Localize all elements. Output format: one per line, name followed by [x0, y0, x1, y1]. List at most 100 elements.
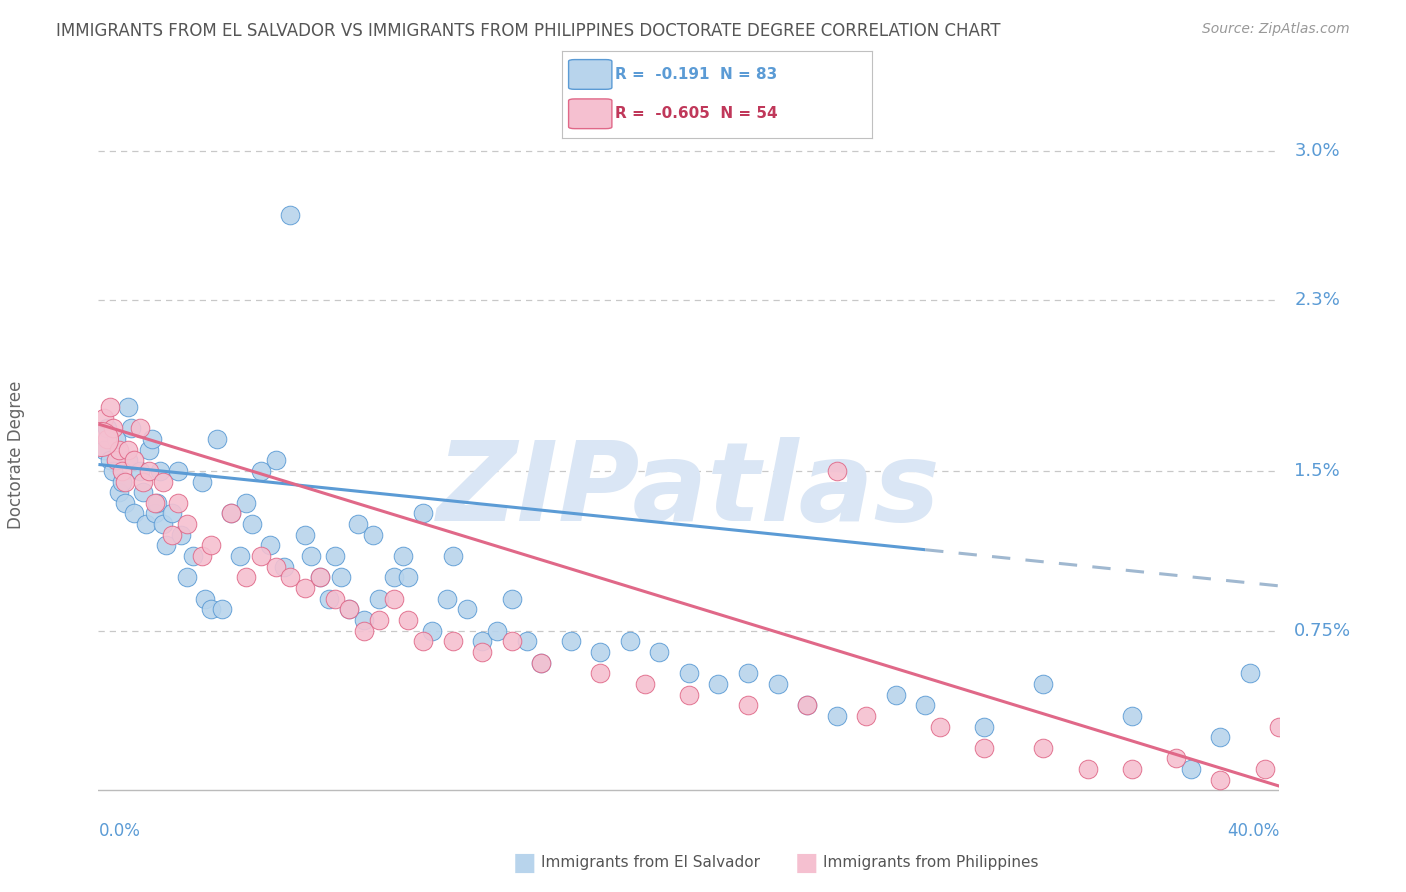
Point	[678, 666, 700, 681]
Point	[353, 613, 375, 627]
Point	[122, 453, 145, 467]
Point	[96, 432, 118, 446]
Point	[108, 442, 131, 457]
Point	[278, 570, 302, 584]
Point	[382, 570, 405, 584]
Point	[530, 656, 553, 670]
Point	[108, 485, 131, 500]
Point	[200, 538, 222, 552]
Point	[973, 740, 995, 755]
Point	[309, 570, 332, 584]
Point	[138, 464, 160, 478]
Point	[396, 570, 419, 584]
Point	[678, 688, 700, 702]
Point	[117, 400, 139, 414]
Point	[194, 591, 217, 606]
Point	[191, 549, 214, 563]
Point	[278, 208, 302, 222]
Point	[114, 496, 136, 510]
Point	[135, 517, 157, 532]
Text: ■: ■	[513, 851, 537, 874]
Point	[96, 421, 118, 435]
Point	[396, 613, 419, 627]
Point	[1180, 762, 1202, 776]
Point	[796, 698, 818, 713]
Point	[114, 475, 136, 489]
Point	[191, 475, 214, 489]
Point	[1254, 762, 1277, 776]
Point	[855, 709, 877, 723]
Point	[205, 432, 228, 446]
Text: 2.3%: 2.3%	[1294, 292, 1340, 310]
Point	[294, 581, 316, 595]
Point	[471, 634, 494, 648]
Point	[105, 453, 128, 467]
Point	[1077, 762, 1099, 776]
Point	[211, 602, 233, 616]
Point	[619, 634, 641, 648]
Point	[1121, 762, 1143, 776]
Point	[1268, 719, 1291, 733]
Point	[152, 475, 174, 489]
Text: 0.75%: 0.75%	[1294, 622, 1351, 640]
Point	[162, 507, 183, 521]
Point	[111, 475, 134, 489]
Point	[516, 634, 538, 648]
Point	[219, 507, 243, 521]
Point	[1239, 666, 1261, 681]
Point	[707, 677, 730, 691]
Point	[250, 549, 273, 563]
Point	[796, 698, 818, 713]
Point	[353, 624, 375, 638]
Text: ZIPatlas: ZIPatlas	[437, 437, 941, 544]
Point	[259, 538, 281, 552]
Point	[323, 591, 346, 606]
Point	[273, 559, 295, 574]
Point	[264, 453, 287, 467]
Point	[128, 464, 150, 478]
Point	[1164, 751, 1187, 765]
Text: 1.5%: 1.5%	[1294, 462, 1340, 480]
Point	[143, 507, 166, 521]
Point	[412, 507, 434, 521]
Point	[176, 570, 198, 584]
Point	[1032, 677, 1054, 691]
Point	[318, 591, 340, 606]
Point	[441, 634, 464, 648]
Point	[138, 442, 160, 457]
Point	[111, 464, 134, 478]
Point	[530, 656, 553, 670]
Point	[250, 464, 273, 478]
Point	[928, 719, 950, 733]
Point	[299, 549, 322, 563]
FancyBboxPatch shape	[568, 99, 612, 128]
Point	[1209, 772, 1232, 787]
Point	[973, 719, 995, 733]
Point	[229, 549, 252, 563]
Point	[391, 549, 413, 563]
Point	[117, 453, 139, 467]
Text: R =  -0.191  N = 83: R = -0.191 N = 83	[614, 67, 778, 82]
Text: Source: ZipAtlas.com: Source: ZipAtlas.com	[1202, 22, 1350, 37]
Point	[167, 464, 190, 478]
Point	[309, 570, 332, 584]
Text: 0.0%: 0.0%	[98, 822, 141, 840]
Point	[368, 591, 391, 606]
Point	[914, 698, 936, 713]
Point	[146, 496, 169, 510]
Point	[412, 634, 434, 648]
Point	[141, 432, 163, 446]
Point	[98, 400, 121, 414]
Point	[240, 517, 263, 532]
Point	[347, 517, 370, 532]
Point	[337, 602, 360, 616]
Point	[560, 634, 582, 648]
Point	[132, 475, 155, 489]
Point	[155, 538, 177, 552]
Text: Doctorate Degree: Doctorate Degree	[7, 381, 25, 529]
Point	[162, 528, 183, 542]
Text: R =  -0.605  N = 54: R = -0.605 N = 54	[614, 106, 778, 121]
Point	[368, 613, 391, 627]
Point	[294, 528, 316, 542]
Point	[235, 496, 257, 510]
